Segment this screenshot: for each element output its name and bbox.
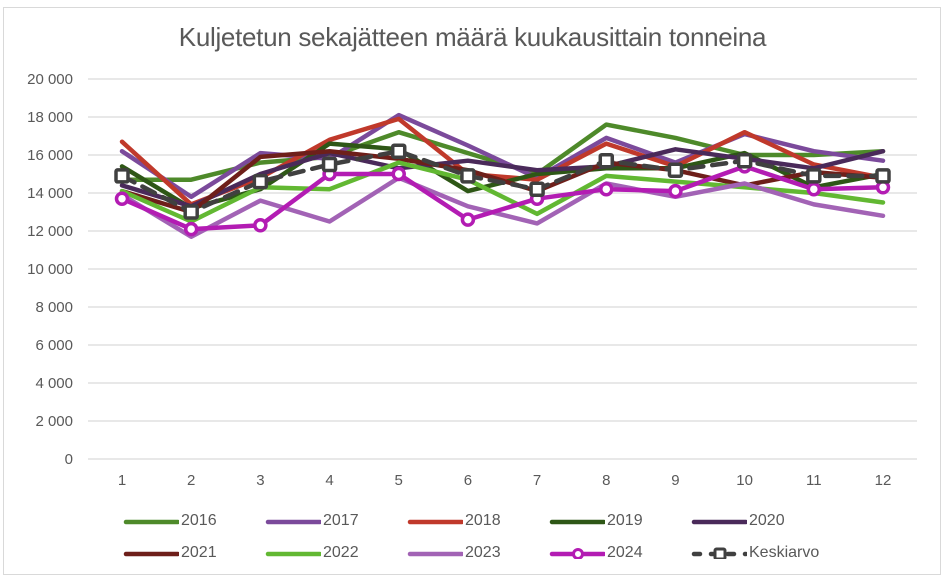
y-tick-label: 4 000 bbox=[35, 375, 73, 392]
x-tick-label: 11 bbox=[806, 472, 822, 489]
y-tick-label: 12 000 bbox=[27, 223, 73, 240]
legend-label: 2016 bbox=[181, 512, 217, 529]
series-line bbox=[119, 164, 886, 232]
data-point bbox=[529, 181, 545, 197]
legend-item-2020: 2020 bbox=[691, 512, 833, 530]
legend-item-2022: 2022 bbox=[265, 544, 407, 562]
legend-label: 2024 bbox=[607, 544, 643, 561]
legend-item-2019: 2019 bbox=[549, 512, 691, 530]
data-point bbox=[598, 152, 615, 169]
data-point bbox=[460, 212, 476, 227]
legend-label: Keskiarvo bbox=[749, 544, 820, 561]
legend-item-2023: 2023 bbox=[407, 544, 549, 562]
y-tick-label: 10 000 bbox=[27, 261, 73, 278]
series-line bbox=[119, 148, 886, 215]
x-tick-label: 7 bbox=[533, 472, 541, 489]
data-point bbox=[668, 183, 683, 199]
x-tick-label: 9 bbox=[671, 472, 679, 489]
y-tick-label: 2 000 bbox=[35, 413, 73, 430]
series-lines bbox=[114, 112, 891, 239]
data-point bbox=[875, 168, 891, 184]
legend-swatch bbox=[265, 551, 321, 557]
series-line bbox=[119, 122, 886, 182]
legend-label: 2019 bbox=[607, 512, 643, 529]
series-keskiarvo bbox=[114, 143, 891, 220]
legend-swatch bbox=[691, 519, 747, 525]
legend-swatch bbox=[691, 547, 747, 559]
legend-label: 2023 bbox=[465, 544, 501, 561]
legend-swatch bbox=[123, 551, 179, 557]
legend: 2016 2017 2018 2019 2020 2021 2022 2023 2024 Kes… bbox=[0, 505, 945, 569]
data-point bbox=[667, 162, 684, 178]
legend-swatch bbox=[407, 551, 463, 557]
legend-item-2016: 2016 bbox=[123, 512, 265, 530]
x-tick-label: 5 bbox=[395, 472, 403, 489]
data-point bbox=[321, 156, 338, 173]
y-axis-ticks: 0 2 000 4 000 6 000 8 000 10 000 12 000 14 000 1… bbox=[27, 71, 73, 468]
x-tick-label: 1 bbox=[118, 472, 126, 489]
series-line bbox=[119, 147, 886, 209]
chart-title: Kuljetetun sekajätteen määrä kuukausitta… bbox=[178, 22, 767, 52]
x-tick-label: 8 bbox=[602, 472, 610, 489]
x-tick-label: 6 bbox=[464, 472, 472, 489]
gridlines bbox=[88, 78, 917, 460]
series-line bbox=[119, 175, 886, 239]
legend-swatch bbox=[549, 548, 605, 559]
legend-label: 2018 bbox=[465, 512, 501, 529]
legend-item-keskiarvo: Keskiarvo bbox=[691, 544, 833, 562]
series-2018 bbox=[119, 116, 886, 207]
legend-item-2024: 2024 bbox=[549, 544, 691, 562]
legend-swatch bbox=[407, 519, 463, 525]
data-point bbox=[390, 143, 407, 159]
data-point bbox=[253, 218, 268, 233]
line-chart: 0 2 000 4 000 6 000 8 000 10 000 12 000 14 000 1… bbox=[27, 71, 917, 489]
x-tick-label: 10 bbox=[736, 472, 753, 489]
y-tick-label: 16 000 bbox=[27, 147, 73, 164]
y-tick-label: 0 bbox=[65, 451, 73, 468]
y-tick-label: 18 000 bbox=[27, 109, 73, 126]
data-point bbox=[114, 191, 130, 206]
legend-row: 2016 2017 2018 2019 2020 bbox=[0, 505, 945, 537]
legend-item-2021: 2021 bbox=[123, 544, 265, 562]
data-point bbox=[252, 173, 269, 190]
data-point bbox=[736, 152, 753, 169]
series-2016 bbox=[119, 122, 886, 182]
legend-swatch bbox=[265, 519, 321, 525]
data-point bbox=[114, 168, 130, 184]
data-point bbox=[183, 204, 199, 220]
data-point bbox=[806, 181, 822, 197]
x-tick-label: 12 bbox=[875, 472, 892, 489]
data-point bbox=[599, 181, 614, 197]
data-point bbox=[391, 166, 406, 182]
data-point bbox=[806, 168, 822, 184]
y-tick-label: 14 000 bbox=[27, 185, 73, 202]
x-tick-label: 4 bbox=[325, 472, 333, 489]
legend-item-2017: 2017 bbox=[265, 512, 407, 530]
y-tick-label: 20 000 bbox=[27, 71, 73, 88]
chart-frame bbox=[3, 7, 941, 575]
legend-row: 2021 2022 2023 2024 Keskiarvo bbox=[0, 537, 945, 569]
y-tick-label: 6 000 bbox=[35, 337, 73, 354]
data-point bbox=[460, 168, 476, 184]
legend-label: 2021 bbox=[181, 544, 217, 561]
legend-item-2018: 2018 bbox=[407, 512, 549, 530]
legend-swatch bbox=[549, 519, 605, 525]
x-axis-ticks: 1 2 3 4 5 6 7 8 9 10 11 12 bbox=[118, 472, 892, 489]
legend-swatch bbox=[123, 519, 179, 525]
x-tick-label: 2 bbox=[187, 472, 195, 489]
series-2023 bbox=[119, 175, 886, 239]
y-tick-label: 8 000 bbox=[35, 299, 73, 316]
legend-label: 2020 bbox=[749, 512, 785, 529]
legend-label: 2022 bbox=[323, 544, 359, 561]
x-tick-label: 3 bbox=[256, 472, 264, 489]
legend-label: 2017 bbox=[323, 512, 359, 529]
series-2020 bbox=[119, 147, 886, 209]
data-point bbox=[183, 221, 199, 237]
series-line bbox=[119, 116, 886, 207]
